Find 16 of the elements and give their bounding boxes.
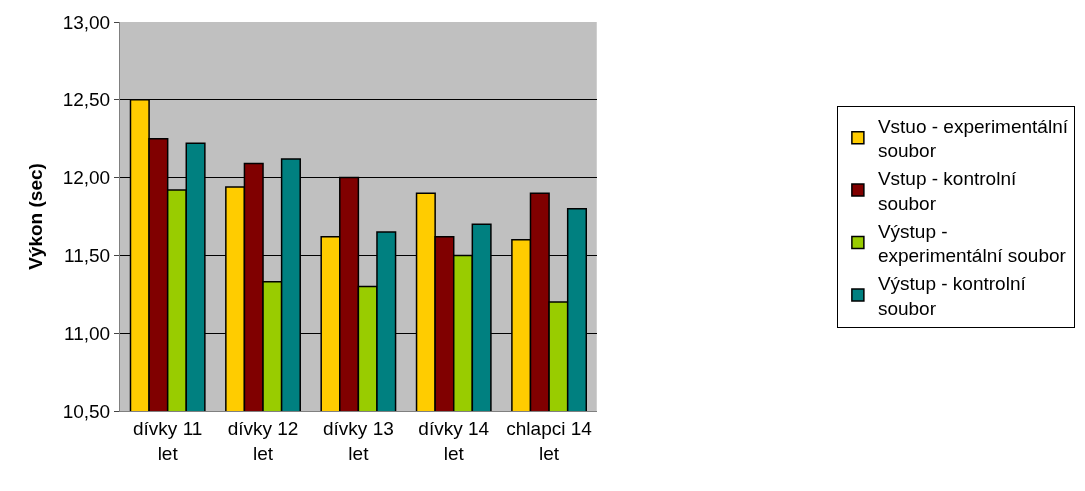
y-tick-label: 13,00 <box>62 11 111 33</box>
y-tick-label: 12,00 <box>62 167 111 189</box>
legend-label: Vstuo - experimentální soubor <box>877 115 1069 162</box>
x-tick-label: dívky 13 let <box>323 417 394 464</box>
y-tick-label: 12,50 <box>62 89 111 111</box>
x-tick-label: dívky 11 let <box>133 417 203 464</box>
y-tick-label: 11,50 <box>64 245 111 267</box>
x-tick-label: chlapci 14 let <box>506 417 593 464</box>
y-tick-label: 11,00 <box>64 322 111 344</box>
x-tick-label: dívky 14 let <box>418 417 490 464</box>
legend-label: Výstup - experimentální soubor <box>877 220 1067 267</box>
legend-label: Vstup - kontrolní soubor <box>877 168 1017 214</box>
x-tick-label: dívky 12 let <box>227 417 299 464</box>
legend-label: Výstup - kontrolní soubor <box>877 272 1027 319</box>
y-axis-title: Výkon (sec) <box>24 163 46 270</box>
y-tick-label: 10,50 <box>62 400 111 422</box>
